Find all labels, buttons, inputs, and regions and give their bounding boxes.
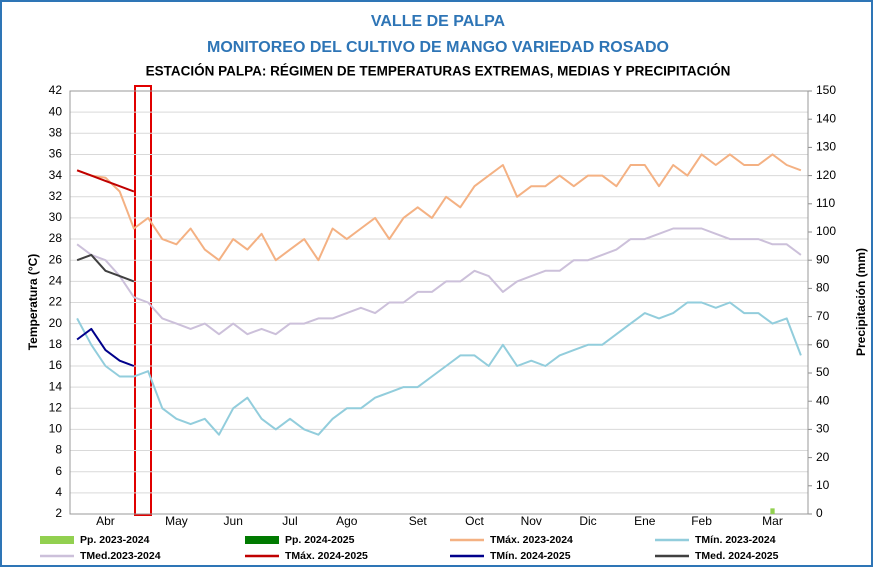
x-tick-label: Oct: [465, 514, 484, 528]
line-series: [76, 253, 135, 283]
y-tick-label: 6: [55, 464, 62, 478]
y-tick-label: 10: [49, 422, 63, 436]
legend-label: Pp. 2024-2025: [285, 534, 355, 546]
y-tick-label: 16: [49, 358, 63, 372]
y2-tick-label: 40: [816, 393, 830, 407]
line-series: [76, 327, 135, 367]
y-tick-label: 26: [49, 252, 63, 266]
y2-tick-label: 90: [816, 252, 830, 266]
y2-tick-label: 150: [816, 83, 836, 97]
x-tick-label: Mar: [762, 514, 783, 528]
y2-tick-label: 70: [816, 309, 830, 323]
y2-tick-label: 120: [816, 168, 836, 182]
y-tick-label: 24: [49, 274, 63, 288]
legend-label: TMín. 2024-2025: [490, 550, 571, 562]
x-tick-label: Ene: [634, 514, 656, 528]
line-series: [76, 169, 135, 193]
plot-border: [69, 90, 809, 515]
y2-tick-label: 0: [816, 506, 823, 520]
y-tick-label: 28: [49, 231, 63, 245]
y-tick-label: 36: [49, 147, 63, 161]
x-tick-label: Jun: [224, 514, 243, 528]
y-axis-label: Temperatura (°C): [26, 254, 40, 351]
legend-label: TMed.2023-2024: [80, 550, 161, 562]
y-tick-label: 18: [49, 337, 63, 351]
y-tick-label: 8: [55, 443, 62, 457]
y-tick-label: 20: [49, 316, 63, 330]
x-tick-label: Feb: [691, 514, 712, 528]
y-tick-label: 42: [49, 83, 63, 97]
y-tick-label: 4: [55, 485, 62, 499]
legend-swatch: [40, 536, 74, 544]
y-tick-label: 30: [49, 210, 63, 224]
y2-tick-label: 140: [816, 111, 836, 125]
line-series: [76, 301, 802, 436]
y2-tick-label: 100: [816, 224, 836, 238]
legend-label: TMín. 2023-2024: [695, 534, 776, 546]
y-tick-label: 14: [49, 379, 63, 393]
line-series: [76, 227, 802, 336]
chart-title: VALLE DE PALPA: [371, 13, 506, 30]
chart-subtitle: ESTACIÓN PALPA: RÉGIMEN DE TEMPERATURAS …: [146, 64, 731, 79]
y-tick-label: 34: [49, 168, 63, 182]
y2-tick-label: 80: [816, 281, 830, 295]
y-tick-label: 32: [49, 189, 63, 203]
bar: [770, 508, 775, 514]
x-tick-label: May: [165, 514, 188, 528]
x-tick-label: Jul: [282, 514, 297, 528]
legend-label: TMáx. 2024-2025: [285, 550, 368, 562]
x-tick-label: Ago: [336, 514, 358, 528]
y2-tick-label: 20: [816, 450, 830, 464]
y2-tick-label: 50: [816, 365, 830, 379]
line-series: [76, 153, 802, 262]
y-tick-label: 2: [55, 506, 62, 520]
y2-tick-label: 30: [816, 422, 830, 436]
y-tick-label: 12: [49, 400, 63, 414]
legend-label: Pp. 2023-2024: [80, 534, 150, 546]
legend-label: TMáx. 2023-2024: [490, 534, 573, 546]
y2-tick-label: 10: [816, 478, 830, 492]
y2-axis-label: Precipitación (mm): [854, 248, 868, 356]
y-tick-label: 38: [49, 125, 63, 139]
x-tick-label: Dic: [579, 514, 596, 528]
y2-tick-label: 130: [816, 140, 836, 154]
x-tick-label: Set: [409, 514, 428, 528]
legend-swatch: [245, 536, 279, 544]
y-tick-label: 22: [49, 295, 63, 309]
x-tick-label: Nov: [521, 514, 542, 528]
highlight-box: [134, 85, 152, 516]
y-tick-label: 40: [49, 104, 63, 118]
chart-subtitle: MONITOREO DEL CULTIVO DE MANGO VARIEDAD …: [207, 39, 669, 56]
x-tick-label: Abr: [96, 514, 115, 528]
legend-label: TMed. 2024-2025: [695, 550, 779, 562]
y2-tick-label: 60: [816, 337, 830, 351]
y2-tick-label: 110: [816, 196, 835, 210]
